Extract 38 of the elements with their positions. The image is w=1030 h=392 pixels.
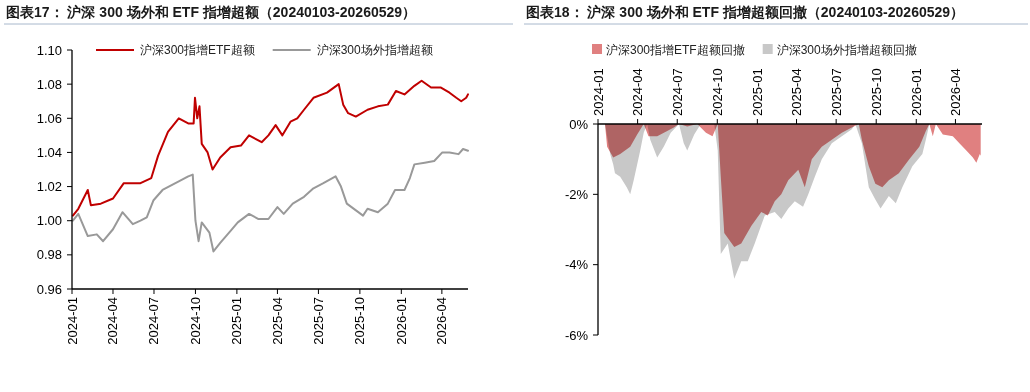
y-tick-label: 0% (569, 116, 589, 132)
x-tick-label: 2024-04 (105, 297, 121, 345)
x-tick-label: 2026-01 (908, 68, 924, 116)
chart-title: 图表18： 沪深 300 场外和 ETF 指增超额回撤（20240103-20260529） (526, 4, 965, 20)
legend-label: 沪深300场外指增超额回撤 (776, 43, 917, 57)
legend-label: 沪深300指增ETF超额 (140, 43, 255, 57)
y-tick-label: 1.00 (36, 213, 62, 229)
x-tick-label: 2025-04 (269, 297, 285, 345)
x-tick-label: 2025-07 (828, 68, 844, 116)
y-tick-label: 0.98 (36, 247, 62, 263)
x-tick-label: 2024-01 (590, 68, 606, 116)
x-tick-label: 2025-04 (789, 68, 805, 116)
x-tick-label: 2024-07 (669, 68, 685, 116)
y-tick-label: -4% (564, 257, 589, 273)
x-tick-label: 2026-04 (434, 297, 450, 345)
x-tick-label: 2024-10 (187, 297, 203, 345)
y-tick-label: 0.96 (36, 281, 62, 297)
x-tick-label: 2025-10 (868, 68, 884, 116)
x-tick-label: 2025-07 (310, 297, 326, 345)
x-tick-label: 2024-07 (146, 297, 162, 345)
x-tick-label: 2025-01 (749, 68, 765, 116)
legend-label: 沪深300场外指增超额 (316, 43, 433, 57)
x-tick-label: 2025-01 (229, 297, 245, 345)
x-tick-label: 2026-01 (393, 297, 409, 345)
y-tick-label: 1.04 (36, 144, 62, 160)
y-tick-label: 1.02 (36, 179, 62, 195)
y-tick-label: -2% (564, 186, 589, 202)
legend-label: 沪深300指增ETF超额回撤 (606, 43, 745, 57)
y-tick-label: 1.10 (36, 42, 62, 58)
x-tick-label: 2026-04 (947, 68, 963, 116)
chart-title: 图表17： 沪深 300 场外和 ETF 指增超额（20240103-20260529） (6, 4, 417, 20)
x-tick-label: 2025-10 (352, 297, 368, 345)
x-tick-label: 2024-01 (64, 297, 80, 345)
y-tick-label: -6% (564, 327, 589, 343)
x-tick-label: 2024-10 (709, 68, 725, 116)
x-tick-label: 2024-04 (630, 68, 646, 116)
y-tick-label: 1.06 (36, 110, 62, 126)
y-tick-label: 1.08 (36, 76, 62, 92)
